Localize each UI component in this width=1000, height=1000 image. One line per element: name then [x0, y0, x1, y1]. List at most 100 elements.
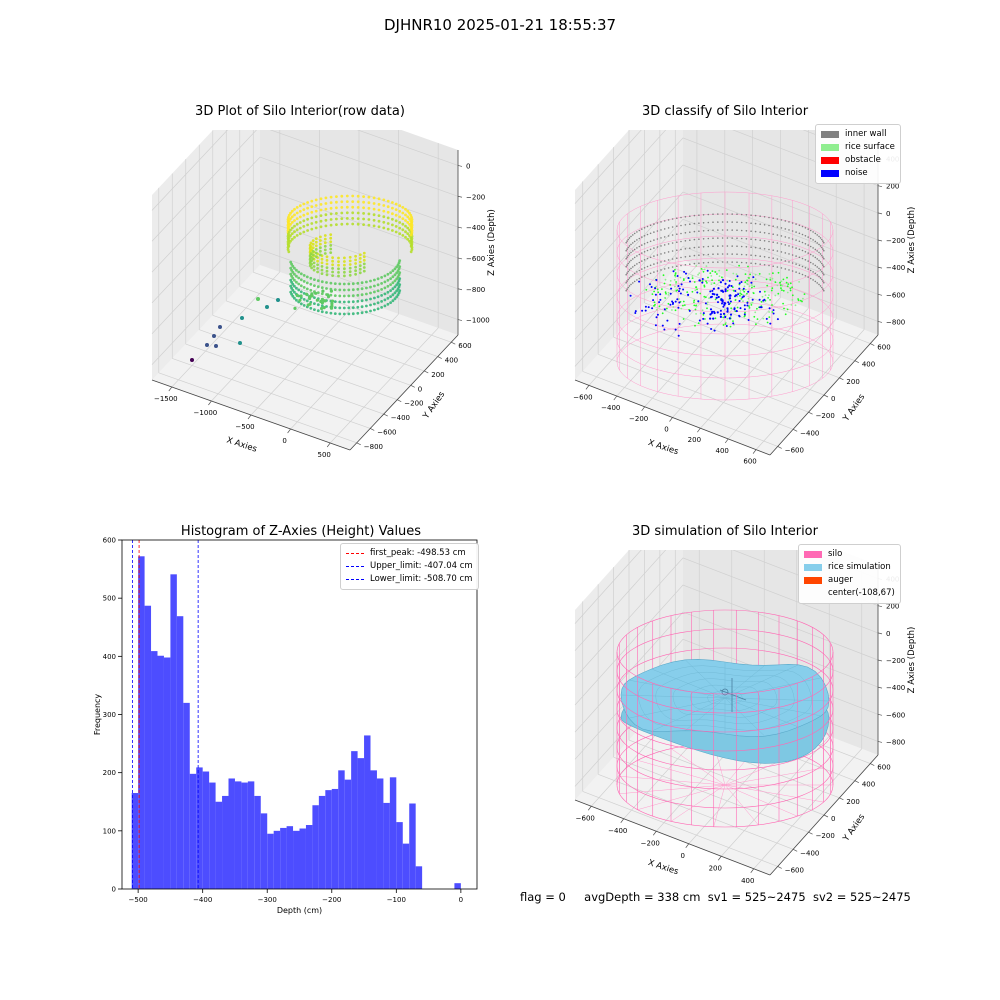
- data-point: [691, 290, 694, 293]
- data-point: [676, 265, 678, 267]
- data-point: [704, 302, 707, 305]
- data-point: [391, 269, 395, 273]
- data-point: [377, 214, 381, 217]
- data-point: [749, 273, 751, 276]
- data-point: [663, 252, 666, 254]
- data-point: [302, 298, 306, 301]
- data-point: [772, 233, 774, 235]
- data-point: [396, 293, 400, 297]
- data-point: [759, 290, 761, 293]
- data-point: [763, 248, 766, 250]
- data-point: [394, 213, 398, 217]
- data-point: [801, 257, 804, 260]
- histogram-bar: [286, 826, 294, 889]
- data-point: [377, 225, 381, 229]
- data-point: [819, 277, 822, 279]
- data-point: [329, 201, 333, 205]
- y-tick: [451, 341, 456, 345]
- data-point: [761, 295, 764, 298]
- y-gridline: [582, 371, 778, 447]
- histogram-bar: [228, 778, 235, 889]
- data-point: [360, 311, 364, 315]
- y-gridline: [185, 343, 384, 415]
- data-point: [688, 309, 691, 312]
- data-point: [333, 306, 337, 309]
- data-point: [653, 247, 655, 249]
- data-point: [386, 199, 390, 203]
- data-point: [309, 252, 313, 256]
- data-point: [310, 222, 314, 225]
- data-point: [788, 253, 790, 255]
- data-point: [807, 228, 809, 230]
- data-point: [290, 280, 293, 284]
- data-point: [298, 215, 302, 219]
- data-point: [653, 255, 655, 257]
- histogram-bar: [293, 830, 300, 889]
- data-point: [669, 284, 672, 286]
- legend-label: noise: [845, 168, 868, 178]
- simulation-rice-surface: [620, 658, 830, 764]
- data-point: [369, 291, 372, 295]
- data-point: [706, 282, 708, 284]
- data-point: [745, 222, 748, 224]
- data-point: [759, 239, 761, 241]
- data-point: [676, 225, 678, 227]
- data-point: [760, 301, 763, 303]
- x-tick: [613, 395, 618, 401]
- data-point: [740, 229, 743, 232]
- data-point: [698, 214, 700, 216]
- z-tick-label: −200: [886, 237, 905, 245]
- data-point: [356, 299, 360, 303]
- data-point: [784, 220, 787, 222]
- data-point: [678, 298, 680, 300]
- data-point: [772, 249, 774, 251]
- data-point: [365, 292, 368, 296]
- data-point: [768, 248, 770, 251]
- data-point: [693, 214, 696, 217]
- data-point: [289, 228, 292, 232]
- data-point: [302, 304, 306, 307]
- data-point: [333, 288, 337, 291]
- y-tick-label: −600: [377, 428, 396, 436]
- data-point: [398, 289, 402, 292]
- data-point: [329, 212, 333, 216]
- data-point: [190, 358, 194, 362]
- data-point: [809, 277, 812, 280]
- data-point: [748, 285, 751, 288]
- histogram-bar: [234, 781, 242, 889]
- data-point: [729, 294, 732, 297]
- data-point: [738, 282, 741, 285]
- data-point: [323, 252, 327, 255]
- data-point: [309, 259, 313, 263]
- x-tick-label: 0: [282, 437, 286, 445]
- data-point: [786, 285, 789, 288]
- data-point: [398, 277, 402, 280]
- data-point: [736, 261, 738, 263]
- data-point: [822, 288, 824, 290]
- histogram-bar: [209, 782, 216, 889]
- data-point: [693, 304, 696, 307]
- data-point: [372, 218, 376, 222]
- data-point: [293, 306, 297, 310]
- raw-plot-title: 3D Plot of Silo Interior(row data): [195, 104, 405, 119]
- data-point: [706, 307, 708, 310]
- data-point: [343, 260, 346, 263]
- data-point: [751, 286, 753, 289]
- data-point: [320, 304, 324, 308]
- data-point: [652, 299, 655, 302]
- x-tick-label: −600: [573, 393, 592, 401]
- data-point: [699, 312, 702, 315]
- data-point: [661, 312, 664, 315]
- x-tick-label: −200: [629, 415, 648, 423]
- data-point: [372, 224, 376, 228]
- x-tick: [587, 806, 592, 811]
- data-point: [801, 265, 804, 268]
- data-point: [331, 274, 334, 277]
- data-point: [290, 226, 294, 230]
- y-tick-label: −400: [800, 849, 819, 857]
- z-tick: [457, 288, 463, 291]
- data-point: [726, 317, 729, 320]
- data-point: [729, 325, 732, 328]
- x-tick-label: −500: [235, 423, 254, 431]
- data-point: [702, 214, 705, 216]
